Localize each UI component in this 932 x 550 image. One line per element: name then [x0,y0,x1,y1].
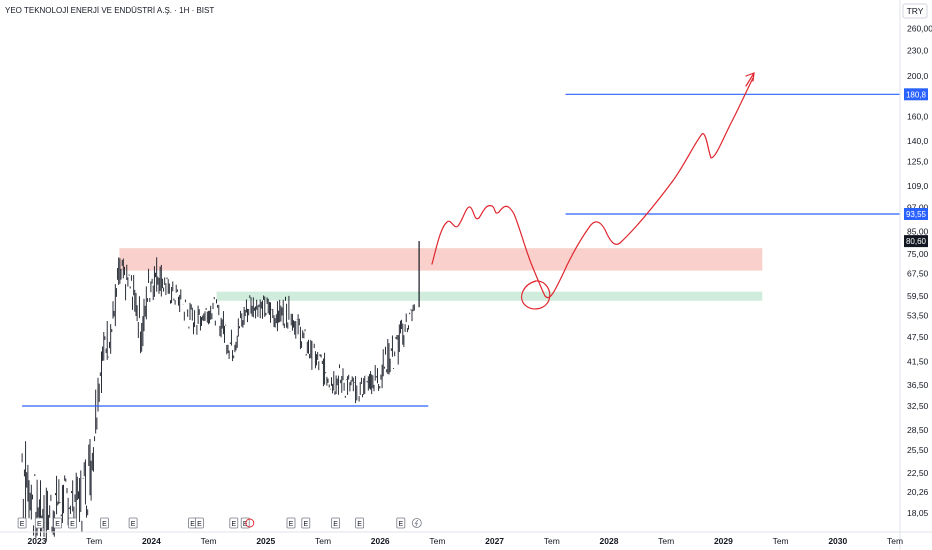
svg-text:TRY: TRY [907,6,924,16]
horizontal-lines-layer[interactable] [22,93,900,407]
y-tick-label: 230,0 [907,46,929,56]
earnings-event-marker[interactable]: E [229,517,239,529]
x-tick-label: Tem [429,536,445,546]
drawing-projection-path[interactable] [431,77,754,299]
svg-text:E: E [243,521,248,528]
svg-text:E: E [398,521,403,528]
svg-text:E: E [37,521,42,528]
y-tick-label: 125,0 [907,156,929,166]
y-tick-label: 75,00 [907,249,929,259]
earnings-event-marker[interactable]: E [301,517,311,529]
y-tick-label: 67,50 [907,268,929,278]
svg-text:E: E [102,521,107,528]
y-tick-label: 160,0 [907,112,929,122]
y-tick-label: 109,0 [907,181,929,191]
x-tick-label: 2030 [828,536,847,546]
x-tick-label: 2026 [371,536,390,546]
svg-text:E: E [20,521,25,528]
dividend-marker-icon[interactable] [245,518,255,528]
svg-text:E: E [357,521,362,528]
current-price-badge [904,235,928,248]
svg-text:E: E [303,521,308,528]
y-tick-label: 41,50 [907,357,929,367]
candles-layer [21,241,420,542]
svg-text:E: E [289,521,294,528]
earnings-event-marker[interactable]: E [396,517,406,529]
y-tick-label: 97,00 [907,202,929,212]
earnings-event-marker[interactable]: E [194,517,204,529]
currency-button[interactable]: TRY [902,3,928,19]
x-tick-label: Tem [201,536,217,546]
earnings-event-marker[interactable]: E [128,517,138,529]
chart-title: YEO TEKNOLOJİ ENERJİ VE ENDÜSTRİ A.Ş. · … [5,6,214,15]
x-tick-label: Tem [887,536,903,546]
y-tick-label: 260,00 [907,23,932,33]
earnings-event-marker[interactable]: E [100,517,109,529]
y-tick-label: 25,50 [907,445,929,455]
y-tick-label: 22,50 [907,468,929,478]
lightning-event-icon[interactable] [411,518,422,528]
zone-support[interactable] [216,291,763,301]
time-axis[interactable]: 2023 Tem 2024 Tem 2025 Tem 2026 Tem 2027 Tem 2028 T… [28,536,903,546]
earnings-event-marker[interactable]: E [355,517,365,529]
price-badge-label: 93,55 [906,210,927,219]
svg-text:E: E [231,521,236,528]
x-tick-label: Tem [773,536,789,546]
x-tick-label: Tem [315,536,331,546]
x-tick-label: 2023 [28,536,47,546]
x-tick-label: 2027 [485,536,504,546]
x-tick-label: Tem [544,536,560,546]
current-price-label: 80,60 [906,237,927,246]
y-tick-label: 32,50 [907,401,929,411]
svg-text:E: E [131,521,136,528]
freehand-drawing-layer[interactable] [431,72,755,310]
x-tick-label: Tem [658,536,674,546]
drawing-arrow-head[interactable] [745,72,755,87]
price-badge [904,88,928,101]
earnings-event-marker[interactable]: E [34,517,44,529]
y-tick-label: 85,00 [907,226,929,236]
svg-text:E: E [55,521,60,528]
price-badges: 93,55 180,8 80,60 [904,88,928,248]
x-tick-label: 2025 [256,536,275,546]
earnings-event-marker[interactable]: E [240,517,250,529]
earnings-event-marker[interactable]: E [68,517,77,529]
earnings-event-marker[interactable]: E [17,517,27,529]
x-tick-label: 2024 [142,536,161,546]
svg-text:E: E [333,521,338,528]
earnings-event-marker[interactable]: E [331,517,341,529]
svg-text:E: E [197,521,202,528]
earnings-event-marker[interactable]: E [286,517,296,529]
earnings-event-marker[interactable]: E [53,517,62,529]
y-tick-label: 140,0 [907,136,929,146]
price-axis[interactable]: 18,05 20,26 22,50 25,50 28,50 32,50 36,50 41,50… [907,23,932,517]
drawing-circle[interactable] [521,280,551,310]
svg-text:E: E [190,521,195,528]
x-tick-label: Tem [86,536,102,546]
x-tick-label: 2029 [714,536,733,546]
y-tick-label: 47,50 [907,332,929,342]
zones-layer [119,248,763,301]
x-tick-label: 2028 [600,536,619,546]
y-tick-label: 53,50 [907,311,929,321]
price-badge-label: 180,8 [906,90,927,99]
y-tick-label: 28,50 [907,425,929,435]
price-badge [904,208,928,220]
svg-text:E: E [70,521,75,528]
y-tick-label: 200,0 [907,71,929,81]
y-tick-label: 20,26 [907,487,929,497]
y-tick-label: 36,50 [907,380,929,390]
zone-resistance[interactable] [119,248,763,271]
y-tick-label: 59,50 [907,291,929,301]
lightning-glyph-icon [414,519,419,527]
y-tick-label: 18,05 [907,508,929,518]
